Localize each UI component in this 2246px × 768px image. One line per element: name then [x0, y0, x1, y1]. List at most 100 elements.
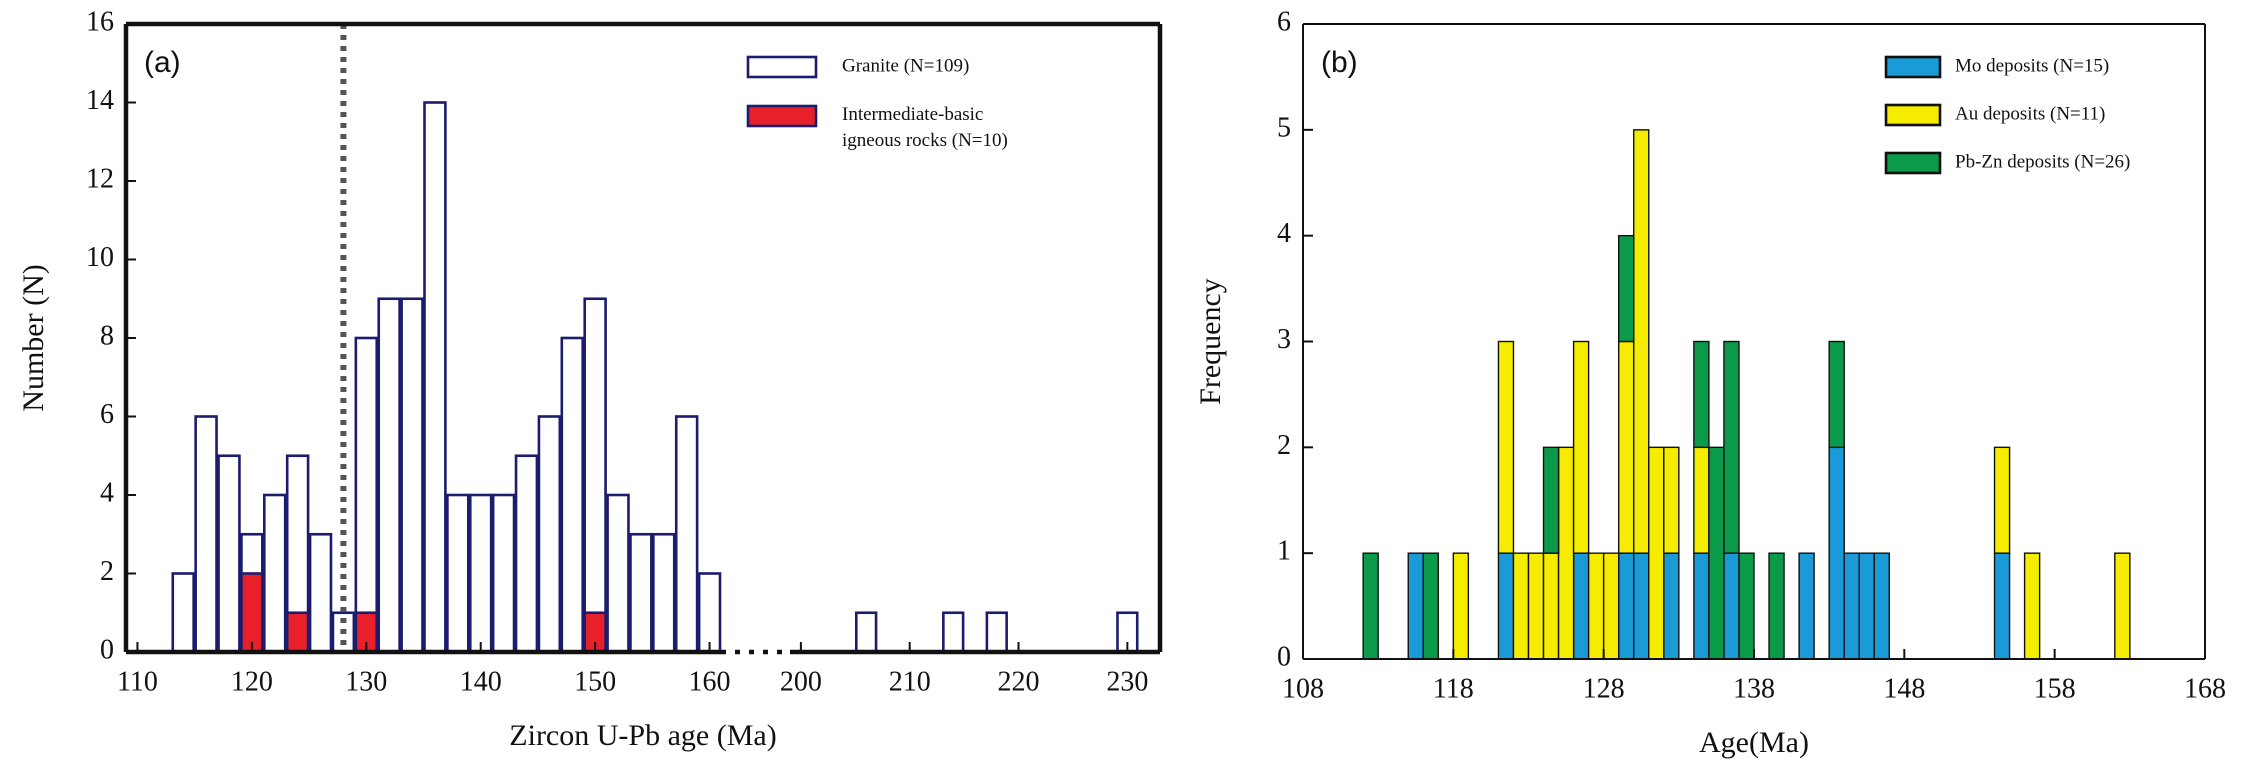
legend-swatch: [1884, 151, 1942, 175]
bar: [308, 532, 333, 654]
y-axis-title: Frequency: [1194, 278, 1227, 405]
bar-segment: [1663, 552, 1680, 660]
bar: [217, 454, 241, 654]
legend-swatch: [1884, 103, 1942, 127]
legend-swatch: [1884, 55, 1942, 79]
bar-segment: [1542, 552, 1560, 660]
x-tick-label: 160: [689, 666, 731, 697]
bar-segment: [1633, 129, 1650, 554]
x-tick-label: 168: [2184, 673, 2226, 704]
x-tick-label: 200: [780, 666, 822, 697]
bar-segment: [1617, 340, 1635, 554]
bar-segment: [1723, 552, 1740, 660]
y-tick-label: 5: [1277, 112, 1291, 143]
bar: [629, 532, 653, 654]
bar-segment: [1557, 446, 1575, 660]
bar-segment: [1828, 446, 1845, 660]
bar: [854, 611, 878, 654]
bar-segment: [1602, 552, 1620, 660]
legend-label-line: igneous rocks (N=10): [842, 130, 1008, 151]
bar-segment: [1993, 446, 2011, 554]
panel-label: (b): [1321, 46, 1358, 79]
bar: [446, 493, 470, 654]
bar: [606, 493, 630, 654]
bar: [240, 572, 264, 654]
y-tick-label: 12: [86, 163, 114, 194]
bar-segment: [1542, 446, 1560, 554]
bar-segment: [1527, 552, 1545, 660]
bar-segment: [1497, 552, 1515, 660]
bar-segment: [1512, 552, 1530, 660]
bar-segment: [1708, 446, 1725, 660]
x-tick-label: 150: [574, 666, 616, 697]
bar-segment: [1572, 552, 1590, 660]
x-tick-label: 120: [231, 666, 273, 697]
bar: [697, 572, 722, 654]
bar: [985, 611, 1008, 654]
bar-segment: [1497, 340, 1515, 554]
y-tick-label: 4: [1277, 218, 1291, 249]
bar-segment: [1452, 552, 1470, 660]
y-tick-label: 0: [100, 634, 114, 665]
bar: [468, 493, 493, 654]
y-tick-label: 6: [100, 399, 114, 430]
bar-segment: [1663, 446, 1680, 554]
panel-label: (a): [144, 46, 181, 79]
bar: [354, 336, 379, 654]
x-tick-label: 220: [998, 666, 1040, 697]
bar: [263, 493, 287, 654]
bar: [171, 572, 195, 654]
bar-segment: [1993, 552, 2011, 660]
y-tick-label: 0: [1277, 641, 1291, 672]
bar-segment: [1693, 552, 1710, 660]
y-tick-label: 3: [1277, 324, 1291, 355]
x-tick-label: 138: [1733, 673, 1775, 704]
bar-segment: [1693, 446, 1710, 554]
bar-segment: [1843, 552, 1860, 660]
bar-segment: [1873, 552, 1891, 660]
x-tick-label: 210: [889, 666, 931, 697]
bar-segment: [1738, 552, 1755, 660]
y-axis-title: Number (N): [17, 264, 50, 411]
x-tick-label: 108: [1282, 673, 1324, 704]
y-tick-label: 16: [86, 6, 114, 37]
y-tick-label: 10: [86, 242, 114, 273]
bar-segment: [1828, 340, 1845, 449]
bar: [285, 611, 310, 654]
x-axis-title: Zircon U-Pb age (Ma): [509, 719, 776, 752]
bar-segment: [1768, 552, 1785, 660]
x-tick-label: 110: [117, 666, 158, 697]
legend-label: Granite (N=109): [842, 55, 969, 76]
x-axis-title: Age(Ma): [1699, 726, 1809, 759]
y-tick-label: 1: [1277, 536, 1291, 567]
bar-segment: [1617, 552, 1635, 660]
y-tick-label: 2: [100, 556, 114, 587]
bar: [560, 336, 584, 654]
x-tick-label: 158: [2034, 673, 2076, 704]
legend-swatch: [746, 55, 818, 79]
y-tick-label: 4: [100, 477, 114, 508]
bar: [400, 297, 424, 654]
bar: [491, 493, 516, 654]
bar-segment: [1422, 552, 1440, 660]
y-tick-label: 8: [100, 320, 114, 351]
x-tick-label: 118: [1433, 673, 1474, 704]
bar-segment: [1648, 446, 1665, 660]
bar-segment: [1587, 552, 1605, 660]
bar-segment: [1633, 552, 1650, 660]
x-tick-label: 130: [345, 666, 387, 697]
bar: [537, 415, 562, 654]
x-tick-label: 148: [1883, 673, 1925, 704]
bar: [514, 454, 539, 654]
bar-segment: [1858, 552, 1875, 660]
legend-label-line: Intermediate-basic: [842, 104, 983, 125]
bar-segment: [2114, 552, 2131, 660]
bar: [423, 101, 447, 654]
bar-segment: [1572, 340, 1590, 554]
bar-segment: [1407, 552, 1424, 660]
bar: [583, 297, 607, 654]
bar-segment: [1723, 340, 1740, 554]
x-tick-label: 128: [1583, 673, 1625, 704]
legend-swatch: [746, 104, 818, 128]
y-tick-label: 6: [1277, 6, 1291, 37]
